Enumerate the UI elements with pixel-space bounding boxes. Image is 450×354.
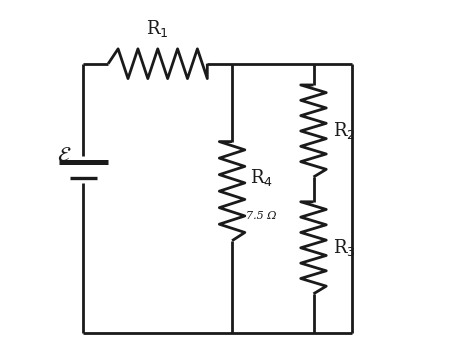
Text: R$_3$: R$_3$ bbox=[333, 237, 356, 258]
Text: R$_4$: R$_4$ bbox=[250, 166, 273, 188]
Text: 7.5 Ω: 7.5 Ω bbox=[246, 211, 277, 221]
Text: R$_2$: R$_2$ bbox=[333, 120, 356, 142]
Text: R$_1$: R$_1$ bbox=[146, 18, 169, 39]
Text: $\mathcal{E}$: $\mathcal{E}$ bbox=[57, 146, 71, 165]
